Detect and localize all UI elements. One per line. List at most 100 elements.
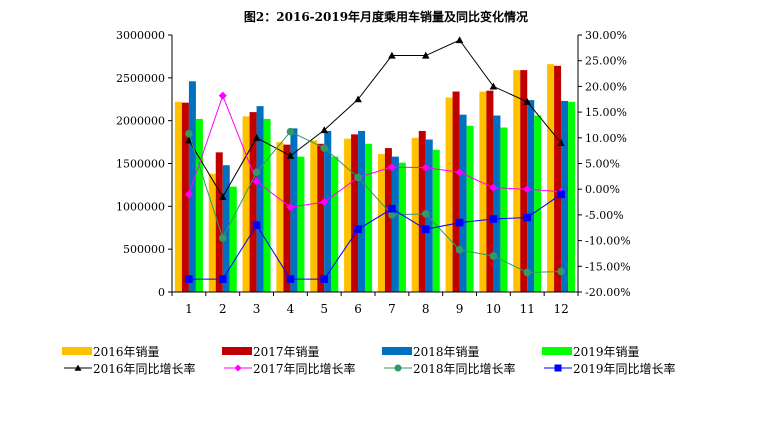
right-axis-tick-label: 5.00% xyxy=(585,158,620,171)
marker-diamond xyxy=(523,185,532,194)
x-axis-tick-label: 6 xyxy=(354,302,362,316)
marker-square xyxy=(421,225,430,234)
marker-diamond xyxy=(421,163,430,172)
legend-label: 2017年同比增长率 xyxy=(253,361,356,376)
bar xyxy=(283,144,291,292)
right-axis-tick-label: -15.00% xyxy=(585,260,631,273)
legend-label: 2017年销量 xyxy=(253,345,320,359)
x-axis-tick-label: 7 xyxy=(388,302,396,316)
bar xyxy=(222,165,230,292)
chart-title: 图2：2016-2019年月度乘用车销量及同比变化情况 xyxy=(244,9,528,24)
legend-swatch xyxy=(62,347,92,355)
right-axis-tick-label: 0.00% xyxy=(585,183,620,196)
legend-item: 2018年同比增长率 xyxy=(384,361,516,376)
x-axis-tick-label: 11 xyxy=(520,302,535,316)
bar xyxy=(547,64,555,292)
bar xyxy=(425,139,433,292)
bar xyxy=(486,90,494,292)
marker-square xyxy=(185,275,193,283)
x-axis-tick-label: 9 xyxy=(456,302,464,316)
marker-circle xyxy=(252,168,261,177)
marker-diamond xyxy=(455,168,464,177)
marker-circle xyxy=(286,127,295,136)
legend-swatch xyxy=(382,347,412,355)
marker-triangle xyxy=(185,136,193,144)
bar xyxy=(181,102,189,292)
series-line xyxy=(188,39,562,198)
x-axis-tick-label: 10 xyxy=(486,302,501,316)
legend-item: 2018年销量 xyxy=(382,345,480,359)
marker-square xyxy=(320,275,329,283)
right-axis-tick-label: 25.00% xyxy=(585,55,627,68)
marker-square xyxy=(489,215,498,223)
marker-circle xyxy=(523,268,532,277)
left-axis-tick-label: 0 xyxy=(158,286,165,299)
right-axis-tick-label: 30.00% xyxy=(585,29,627,42)
left-axis-tick-label: 1500000 xyxy=(116,158,165,171)
bar xyxy=(411,137,419,292)
bar xyxy=(215,152,223,292)
bar xyxy=(297,156,305,292)
legend-item: 2019年同比增长率 xyxy=(544,361,676,376)
bar xyxy=(324,130,332,292)
x-axis-tick-label: 12 xyxy=(553,302,568,316)
x-axis-tick-label: 3 xyxy=(253,302,261,316)
left-axis-tick-label: 2000000 xyxy=(116,115,165,128)
bar xyxy=(466,125,474,292)
legend-label: 2016年同比增长率 xyxy=(93,361,196,376)
bar xyxy=(534,115,542,292)
bar xyxy=(317,143,325,292)
x-axis-tick-label: 2 xyxy=(219,302,227,316)
marker-diamond xyxy=(320,198,329,207)
legend: 2016年销量 2017年销量 2018年销量 2019年销量 2016年同比增长率 20… xyxy=(62,345,676,376)
marker-square xyxy=(455,218,464,227)
x-axis-tick-label: 5 xyxy=(320,302,328,316)
series-line xyxy=(188,131,562,273)
bar xyxy=(256,106,264,292)
bar xyxy=(229,186,237,292)
line-series-4 xyxy=(185,190,565,283)
marker-circle xyxy=(557,267,565,276)
marker-circle xyxy=(354,173,362,182)
marker-square xyxy=(554,364,562,372)
marker-triangle xyxy=(388,51,396,59)
line-series-1 xyxy=(185,36,565,200)
legend-label: 2016年销量 xyxy=(93,345,160,359)
marker-diamond xyxy=(387,163,396,172)
right-axis-tick-label: -20.00% xyxy=(585,286,631,299)
marker-circle xyxy=(320,144,329,152)
left-axis-tick-label: 1000000 xyxy=(116,200,165,213)
marker-square xyxy=(557,190,565,199)
marker-circle xyxy=(218,234,227,242)
left-axis-tick-label: 2500000 xyxy=(116,72,165,85)
bar xyxy=(398,162,406,292)
right-axis-tick-label: -10.00% xyxy=(585,235,631,248)
bar xyxy=(513,70,521,292)
bar xyxy=(358,130,366,292)
marker-square xyxy=(523,213,532,222)
bar xyxy=(418,130,426,292)
legend-item: 2016年销量 xyxy=(62,345,160,359)
right-axis-tick-label: -5.00% xyxy=(585,209,624,222)
bar xyxy=(445,97,453,292)
marker-triangle xyxy=(74,364,82,371)
marker-triangle xyxy=(523,98,532,105)
marker-square xyxy=(252,221,261,229)
marker-triangle xyxy=(489,82,498,90)
bar xyxy=(479,91,487,292)
bar-series-4 xyxy=(195,101,576,293)
marker-triangle xyxy=(421,51,430,59)
bar xyxy=(520,70,528,292)
legend-swatch xyxy=(542,347,572,355)
legend-item: 2019年销量 xyxy=(542,345,640,359)
x-axis-tick-label: 8 xyxy=(422,302,430,316)
bar xyxy=(500,127,508,293)
left-axis-tick-label: 3000000 xyxy=(116,29,165,42)
bar xyxy=(365,143,373,292)
legend-label: 2018年销量 xyxy=(413,345,480,359)
series-line xyxy=(188,94,562,208)
marker-triangle xyxy=(320,126,329,134)
line-series-2 xyxy=(184,91,566,212)
